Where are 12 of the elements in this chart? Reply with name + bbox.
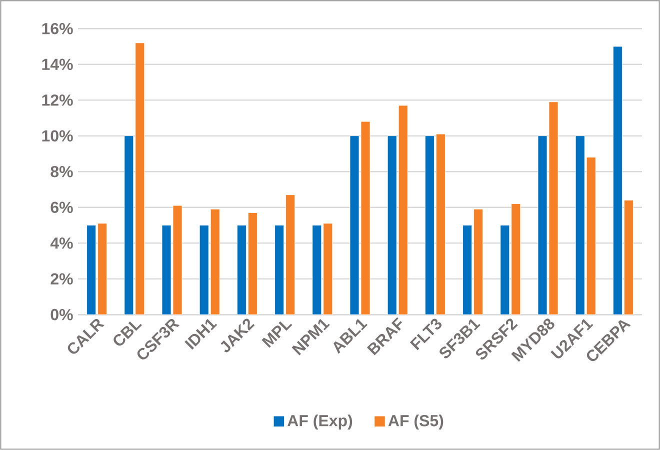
- y-tick-label: 16%: [42, 23, 73, 34]
- y-tick-label: 10%: [42, 130, 73, 142]
- y-tick-label: 14%: [42, 58, 73, 70]
- y-tick-label: 0%: [50, 309, 73, 320]
- y-tick-label: 2%: [50, 273, 73, 285]
- y-tick-label: 6%: [50, 202, 73, 214]
- y-tick-label: 4%: [50, 238, 73, 249]
- legend-label: AF (S5): [388, 414, 444, 430]
- x-tick-label: MPL: [262, 321, 292, 348]
- y-tick-label: 8%: [50, 166, 73, 178]
- y-tick-label: 12%: [42, 94, 73, 106]
- legend-label: AF (Exp): [288, 414, 352, 430]
